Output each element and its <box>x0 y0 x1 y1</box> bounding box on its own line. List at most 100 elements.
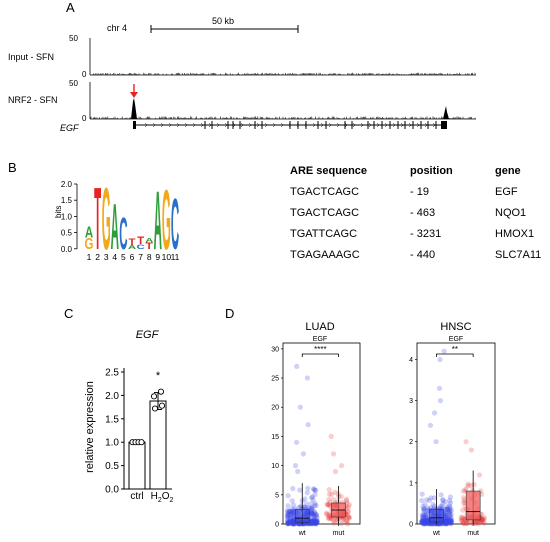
plot-point <box>445 521 451 527</box>
plot-point <box>309 520 315 526</box>
plot-ytick-label: 0 <box>409 522 413 529</box>
plot-point <box>312 519 318 526</box>
plot-point <box>481 520 487 526</box>
logo-ytick-label: 2.0 <box>61 180 73 189</box>
plot-point <box>447 514 453 520</box>
plot-point <box>310 514 316 520</box>
plot-point <box>291 521 297 527</box>
plot-point <box>290 520 296 526</box>
plot-point <box>286 521 292 527</box>
plot-point <box>445 506 451 512</box>
plot-point <box>443 520 449 527</box>
plot-point <box>309 518 315 524</box>
intron-arrow-icon <box>296 122 300 128</box>
plot-point <box>284 521 291 527</box>
plot-point <box>311 520 317 527</box>
plot-point <box>471 481 477 488</box>
plot-point <box>326 513 332 519</box>
plot-point <box>443 506 449 512</box>
plot-point <box>431 503 438 509</box>
plot-point <box>290 520 296 526</box>
logo-letter: C <box>136 243 145 251</box>
plot-point <box>443 507 449 513</box>
plot-point <box>445 517 451 524</box>
plot-point <box>471 519 477 525</box>
plot-point <box>429 521 435 527</box>
logo-letter: C <box>119 208 127 259</box>
plot-point <box>344 519 350 525</box>
intron-arrow-icon <box>352 122 356 128</box>
are-table-row-cell: TGAGAAAGC <box>290 249 360 261</box>
plot-point <box>461 516 468 522</box>
plot-point <box>338 493 344 499</box>
are-table-row-cell: HMOX1 <box>495 228 535 240</box>
plot-point <box>308 520 314 527</box>
intron-arrow-icon <box>360 122 364 128</box>
plot-point <box>298 503 305 509</box>
plot-point <box>476 472 483 478</box>
plot-point <box>297 487 303 493</box>
plot-point <box>309 519 315 525</box>
plot-point <box>313 520 319 526</box>
logo-position-label: 6 <box>130 252 135 262</box>
intron-arrow-icon <box>280 122 284 128</box>
plot-point <box>447 512 453 519</box>
plot-point <box>285 520 291 527</box>
plot-point <box>438 492 444 498</box>
intron-arrow-icon <box>144 122 148 128</box>
plot-ytick-label: 2 <box>409 439 413 446</box>
plot-point <box>312 520 319 526</box>
intron-arrow-icon <box>304 122 308 128</box>
chart-c-plot: 0.0 0.5 1.0 1.5 2.0 2.5 ctrl H2O2 * <box>105 368 173 505</box>
plot-point <box>331 496 337 503</box>
plot-point <box>290 521 296 527</box>
logo-position-label: 7 <box>138 252 143 262</box>
plot-point <box>447 518 453 524</box>
plot-point <box>419 519 425 525</box>
plot-point <box>312 500 318 506</box>
logo-position-label: 1 <box>87 252 92 262</box>
plot-ytick-label: 4 <box>409 357 413 364</box>
plot-point <box>478 519 484 525</box>
plot-point <box>464 521 470 527</box>
plot-point <box>421 508 427 514</box>
plot-outlier <box>328 433 334 439</box>
plot-point <box>312 519 319 525</box>
plot-ytick-label: 30 <box>271 346 279 353</box>
plot-point <box>468 482 474 488</box>
plot-outlier <box>294 439 300 445</box>
plot-point <box>420 513 427 519</box>
plot-point <box>419 491 425 497</box>
plot-point <box>425 508 431 514</box>
nrf2-peak-right <box>443 106 449 119</box>
plot-point <box>312 512 318 519</box>
plot-point <box>443 519 449 525</box>
plot-point <box>301 504 308 510</box>
chrom-label: chr 4 <box>107 23 127 33</box>
plot-point <box>421 507 427 513</box>
plot-point <box>425 519 431 525</box>
panel-b-letter: B <box>8 160 17 175</box>
intron-arrow-icon <box>416 122 420 128</box>
plot-point <box>419 518 425 524</box>
plot-point <box>447 519 453 525</box>
plot-point <box>437 504 443 510</box>
plot-point <box>343 519 349 525</box>
chart-c-ylabel: relative expression <box>84 381 96 473</box>
plot-frame <box>282 342 361 525</box>
plot-point <box>448 500 454 506</box>
plot-point <box>308 518 314 525</box>
logo-letter: A <box>145 236 154 244</box>
plot-point <box>443 521 449 527</box>
plot-point <box>346 515 352 521</box>
plot-outlier <box>441 348 447 354</box>
plot-point <box>311 518 317 524</box>
plot-point <box>428 495 434 501</box>
plot-point <box>346 514 352 520</box>
plot-point <box>308 521 315 527</box>
plot-point <box>287 509 293 515</box>
plot-point <box>290 521 297 527</box>
logo-yticks: 2.0 1.5 1.0 0.5 0.0 <box>61 180 77 254</box>
chart-c-xtick-label: ctrl <box>130 491 143 502</box>
plot-point <box>442 499 448 505</box>
